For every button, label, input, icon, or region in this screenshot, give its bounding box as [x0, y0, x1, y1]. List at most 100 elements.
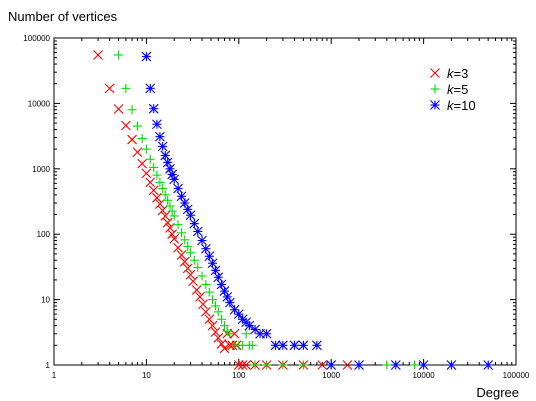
y-tick-label: 100	[37, 230, 51, 239]
data-point	[113, 104, 124, 114]
data-point	[158, 183, 168, 193]
data-point	[189, 218, 200, 229]
data-point	[137, 134, 147, 144]
data-point	[204, 287, 214, 297]
series-1	[114, 50, 420, 370]
legend-label-value: =10	[454, 98, 476, 113]
data-point	[241, 329, 251, 339]
legend-label-value: =5	[454, 82, 469, 97]
legend-marker	[430, 68, 440, 78]
data-point	[224, 340, 235, 351]
x-tick-label: 1	[52, 371, 57, 380]
data-point	[244, 320, 255, 331]
data-point	[198, 299, 208, 310]
data-point	[247, 340, 257, 350]
data-point	[152, 192, 162, 203]
y-tick-label: 10	[41, 296, 50, 305]
data-point	[163, 195, 173, 205]
data-point	[298, 340, 309, 351]
data-point	[193, 262, 203, 272]
data-point	[208, 295, 218, 305]
data-point	[204, 314, 215, 325]
data-point	[155, 131, 165, 142]
data-point	[152, 119, 162, 130]
x-tick-label: 10000	[412, 371, 435, 380]
y-axis-label: Number of vertices	[8, 9, 118, 24]
data-point	[195, 292, 205, 302]
data-point	[192, 226, 203, 237]
data-point	[132, 147, 143, 157]
data-point	[114, 50, 124, 60]
data-point	[152, 170, 162, 180]
data-point	[382, 360, 392, 370]
data-point	[145, 154, 155, 164]
data-point	[93, 50, 103, 60]
data-point	[191, 285, 202, 295]
data-point	[326, 360, 337, 370]
data-point	[390, 360, 401, 370]
data-point	[145, 177, 156, 188]
data-point	[217, 314, 227, 324]
data-point	[225, 329, 235, 339]
data-point	[188, 276, 198, 287]
data-point	[176, 250, 187, 260]
data-point	[241, 360, 252, 370]
data-point	[446, 360, 457, 370]
data-point	[149, 162, 159, 172]
data-point	[173, 183, 183, 194]
data-point	[167, 206, 177, 216]
x-tick-label: 100000	[503, 371, 530, 380]
data-point	[483, 360, 494, 370]
data-point	[213, 332, 224, 343]
legend-marker	[430, 100, 440, 110]
legend-label: k=3	[447, 66, 468, 81]
data-point	[354, 360, 364, 370]
data-point	[298, 360, 308, 370]
data-point	[201, 280, 211, 290]
x-axis-label: Degree	[476, 385, 519, 400]
data-point	[148, 185, 159, 196]
y-tick-label: 1	[46, 361, 51, 370]
data-point	[160, 150, 171, 161]
data-point	[104, 83, 115, 94]
data-point	[410, 360, 420, 370]
data-point	[233, 360, 244, 370]
data-point	[185, 269, 196, 280]
data-point	[185, 248, 195, 258]
data-point	[127, 134, 137, 145]
data-point	[278, 360, 288, 370]
data-point	[213, 307, 223, 317]
legend: k=3k=5k=10	[430, 66, 476, 113]
data-point	[173, 220, 183, 230]
data-point	[173, 242, 183, 253]
data-point	[185, 210, 196, 221]
data-point	[160, 211, 171, 221]
legend-item: k=3	[430, 66, 468, 81]
data-point	[250, 360, 260, 370]
data-point	[157, 205, 168, 216]
data-point	[155, 199, 165, 209]
x-tick-label: 1000	[322, 371, 340, 380]
data-points	[93, 50, 494, 370]
data-point	[141, 51, 152, 62]
data-point	[317, 360, 328, 370]
x-tick-label: 10	[142, 371, 151, 380]
data-point	[207, 320, 218, 331]
data-point	[216, 339, 227, 349]
legend-label-variable: k	[447, 82, 455, 97]
data-point	[237, 360, 248, 370]
data-point	[262, 360, 272, 370]
data-point	[211, 301, 221, 311]
data-point	[162, 157, 173, 168]
data-point	[132, 121, 142, 131]
data-point	[189, 255, 199, 265]
data-point	[224, 297, 235, 308]
data-point	[219, 343, 230, 354]
series-2	[141, 51, 494, 370]
y-tick-label: 10000	[28, 99, 51, 108]
data-point	[418, 360, 429, 370]
data-point	[311, 340, 322, 351]
data-point	[121, 83, 131, 93]
data-point	[182, 263, 193, 274]
y-tick-label: 1000	[32, 165, 50, 174]
